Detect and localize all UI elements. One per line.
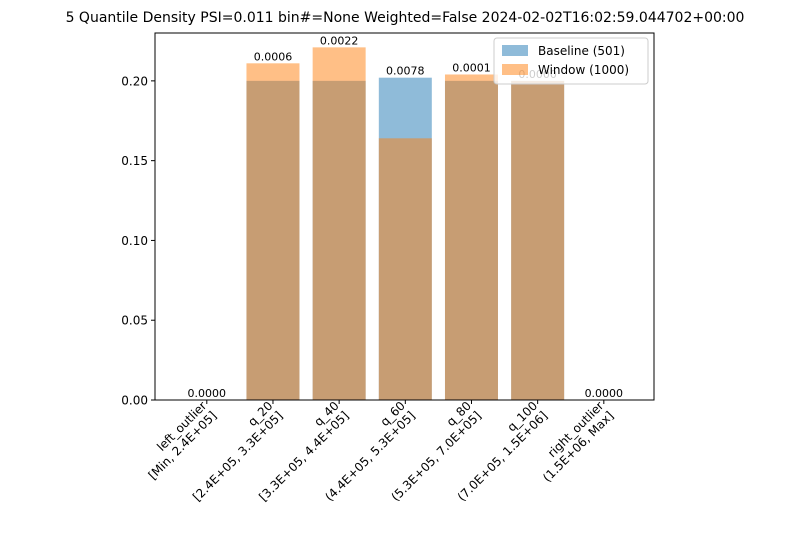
legend: Baseline (501) Window (1000) xyxy=(493,37,649,85)
y-tick-label: 0.00 xyxy=(121,394,148,408)
y-axis: 0.00 0.05 0.10 0.15 0.20 xyxy=(121,74,155,408)
legend-label-0: Baseline (501) xyxy=(538,44,625,58)
x-tick-text: left_outlier[Min, 2.4E+05] xyxy=(136,399,220,483)
y-tick-label: 0.15 xyxy=(121,154,148,168)
y-tick-label: 0.05 xyxy=(121,314,148,328)
data-label-2: 0.0022 xyxy=(320,34,359,47)
bar-window-4 xyxy=(444,74,498,401)
chart-title: 5 Quantile Density PSI=0.011 bin#=None W… xyxy=(66,10,745,26)
legend-swatch-0 xyxy=(502,45,528,56)
legend-label-1: Window (1000) xyxy=(538,63,629,77)
data-label-3: 0.0078 xyxy=(386,65,425,78)
y-tick-label: 0.10 xyxy=(121,234,148,248)
data-label-4: 0.0001 xyxy=(452,61,491,74)
legend-swatch-1 xyxy=(502,64,528,75)
x-axis: left_outlier[Min, 2.4E+05] q_20[2.4E+05, … xyxy=(136,399,617,504)
bar-window-2 xyxy=(312,47,366,401)
bar-window-3 xyxy=(378,138,432,400)
bar-window-5 xyxy=(511,80,565,401)
bars-layer xyxy=(246,47,565,401)
legend-box xyxy=(493,37,649,85)
bar-window-1 xyxy=(246,63,300,400)
data-label-6: 0.0000 xyxy=(585,387,624,400)
x-tick-label-0: left_outlier[Min, 2.4E+05] xyxy=(136,399,220,483)
data-label-0: 0.0000 xyxy=(188,387,227,400)
plot-frame xyxy=(154,32,655,401)
y-tick-label: 0.20 xyxy=(121,74,148,88)
data-label-1: 0.0006 xyxy=(254,50,293,63)
